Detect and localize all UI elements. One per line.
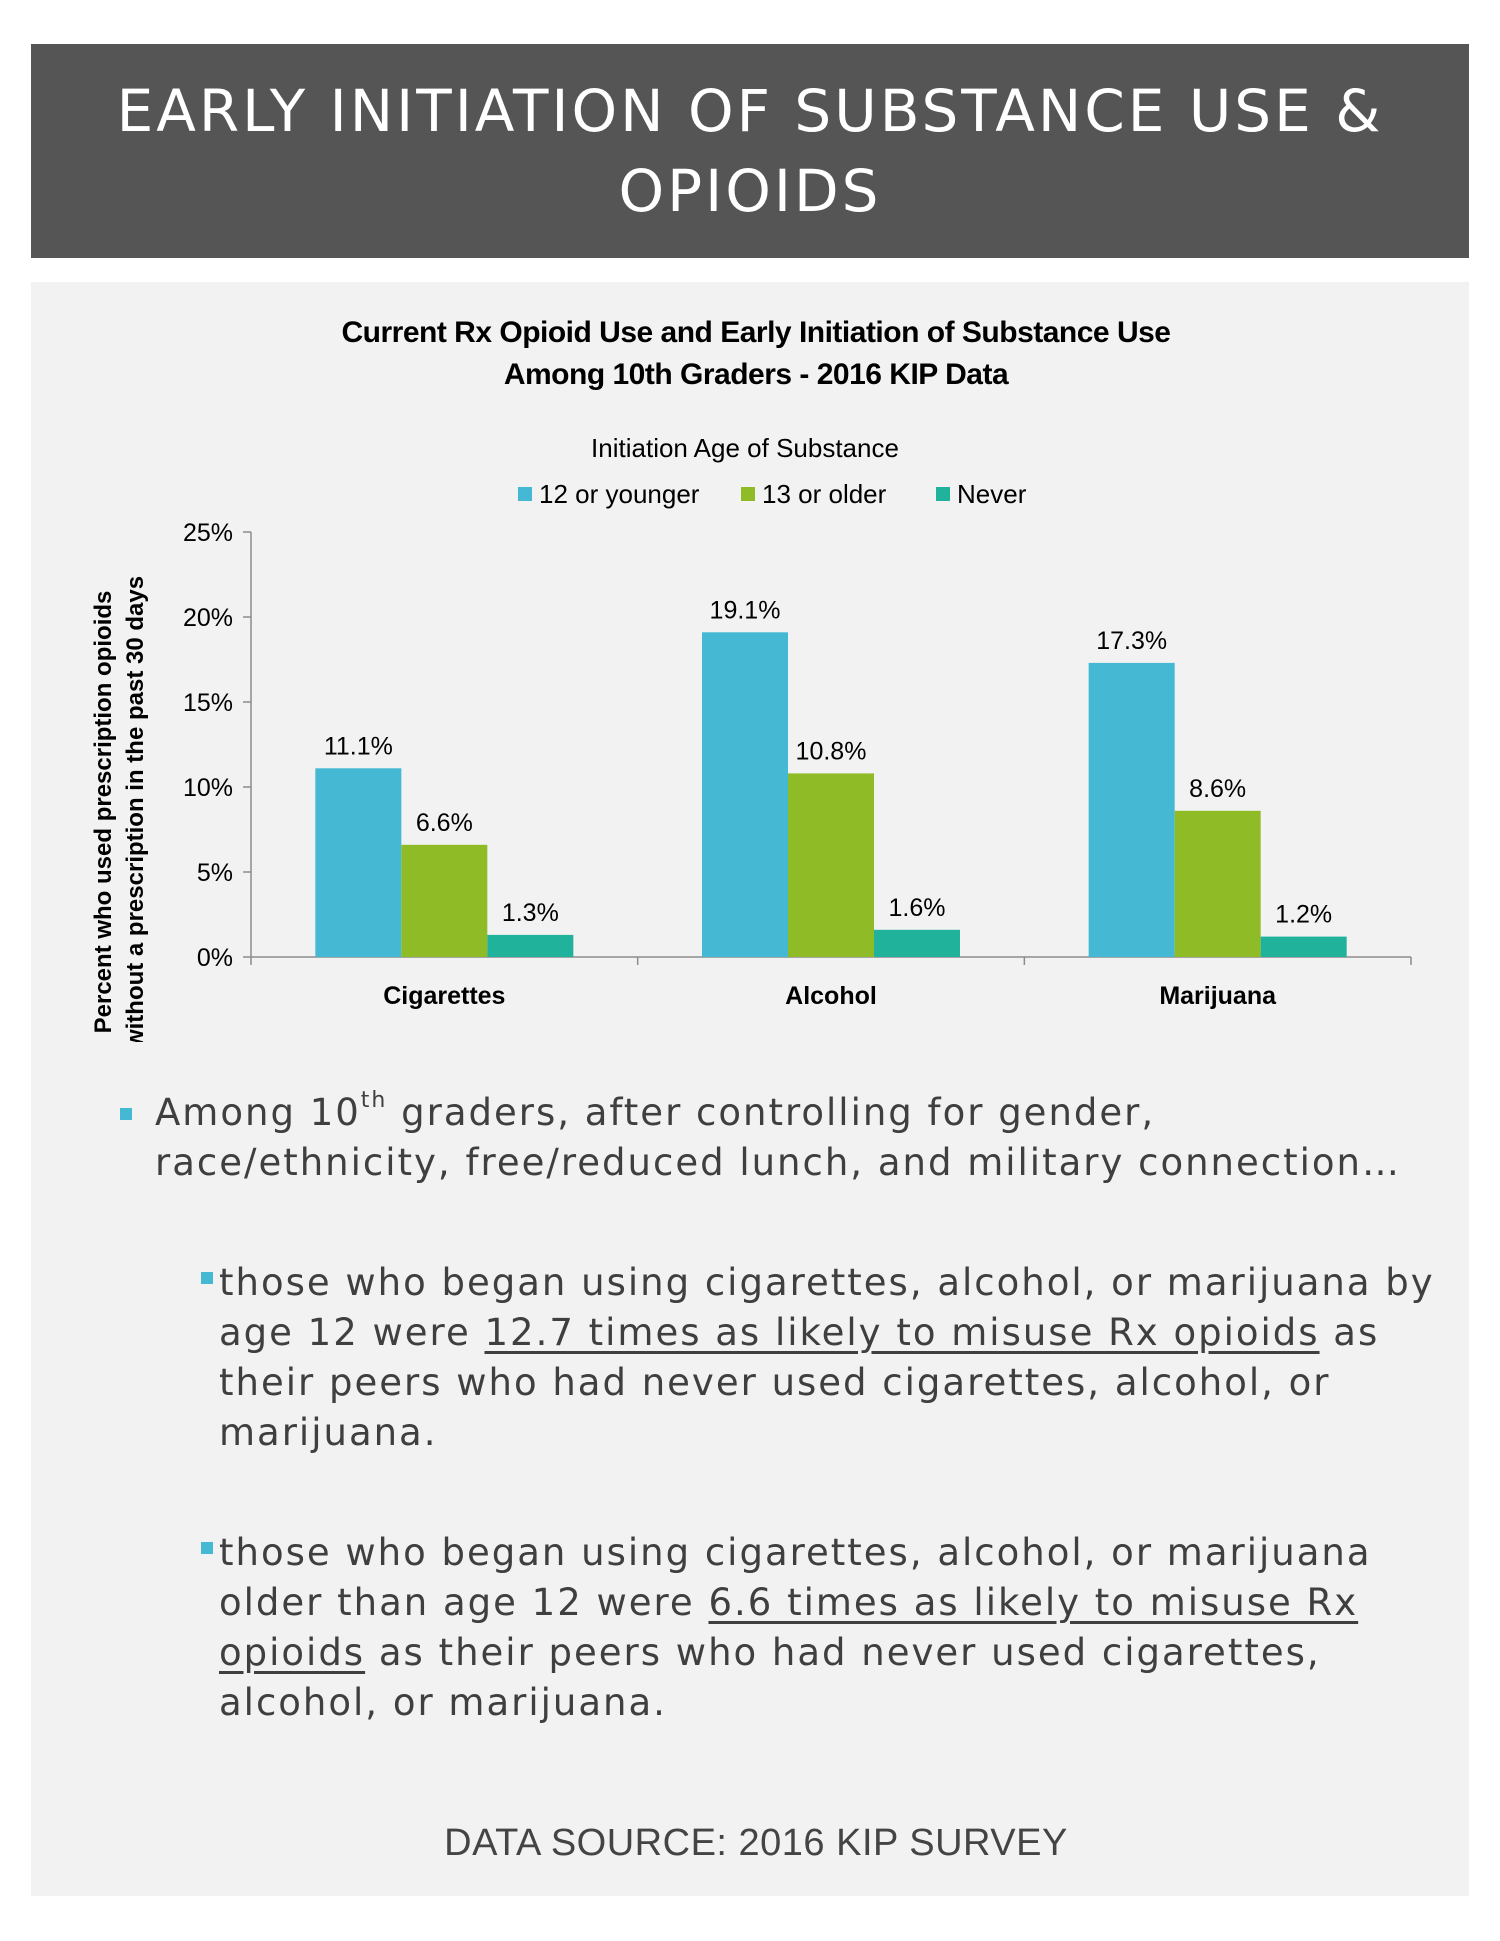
y-tick-label: 10%	[183, 774, 233, 802]
bullet-sub-late-text-end: as their peers who had never used cigare…	[219, 1631, 1321, 1724]
page-title: EARLY INITIATION OF SUBSTANCE USE & OPIO…	[116, 77, 1384, 225]
bullet-sub-early-text-end: as their peers who had never used cigare…	[219, 1311, 1380, 1454]
data-label: 10.8%	[796, 737, 867, 765]
bullet-sub-late-highlight: 6.6 times as likely to misuse Rx opioids	[219, 1581, 1359, 1674]
bar	[1088, 662, 1175, 957]
data-label: 8.6%	[1189, 775, 1246, 803]
chart-title: Current Rx Opioid Use and Early Initiati…	[31, 312, 1481, 396]
y-tick-label: 0%	[197, 944, 233, 972]
legend-title: Initiation Age of Substance	[591, 433, 899, 463]
legend-label: Never	[957, 479, 1027, 509]
y-tick-label: 25%	[183, 519, 233, 547]
y-axis-title-line1: Percent who used prescription opioids	[90, 591, 117, 1034]
ordinal-suffix: th	[360, 1088, 388, 1113]
y-tick-label: 15%	[183, 689, 233, 717]
bar	[1174, 810, 1261, 957]
y-tick-label: 5%	[197, 859, 233, 887]
chart-title-line1: Current Rx Opioid Use and Early Initiati…	[341, 316, 1172, 349]
legend-label: 12 or younger	[539, 479, 700, 509]
findings: Among 10th graders, after controlling fo…	[31, 282, 1469, 1896]
x-tick-label: Marijuana	[1159, 982, 1277, 1010]
legend-swatch	[518, 487, 532, 501]
data-label: 11.1%	[324, 732, 393, 760]
bullet-sub-early-highlight: 12.7 times as likely to misuse Rx opioid…	[484, 1311, 1320, 1354]
bullet-sub-early-text-start: those who began using cigarettes, alcoho…	[219, 1261, 1435, 1354]
legend-swatch	[741, 487, 755, 501]
y-tick-label: 20%	[183, 604, 233, 632]
bar	[702, 632, 788, 957]
bar-chart: Initiation Age of Substance 12 or younger…	[90, 433, 1412, 1042]
bar	[1260, 936, 1347, 957]
bullet-marker-icon	[201, 1542, 213, 1554]
legend-swatch	[936, 487, 950, 501]
bullet-sub-late: those who began using cigarettes, alcoho…	[201, 1528, 1449, 1728]
bar	[874, 929, 960, 957]
bar	[788, 773, 874, 957]
bar	[401, 844, 488, 957]
page-header: EARLY INITIATION OF SUBSTANCE USE & OPIO…	[31, 44, 1469, 258]
legend-label: 13 or older	[762, 479, 887, 509]
data-label: 6.6%	[416, 809, 473, 837]
x-tick-label: Cigarettes	[383, 982, 505, 1010]
data-label: 19.1%	[710, 596, 781, 624]
y-axis-title-line2: without a prescription in the past 30 da…	[122, 576, 149, 1042]
bullet-main-text-end: graders, after controlling for gender, r…	[155, 1091, 1401, 1184]
data-label: 1.3%	[502, 899, 559, 927]
data-label: 1.6%	[889, 894, 946, 922]
data-source: DATA SOURCE: 2016 KIP SURVEY	[444, 1822, 1068, 1864]
bar	[487, 934, 574, 957]
content-panel: Current Rx Opioid Use and Early Initiati…	[31, 282, 1469, 1896]
bullet-marker-icon	[201, 1272, 213, 1284]
bar	[315, 768, 402, 957]
bullet-main: Among 10th graders, after controlling fo…	[120, 1088, 1453, 1188]
data-label: 17.3%	[1096, 627, 1167, 655]
x-tick-label: Alcohol	[785, 982, 877, 1010]
bullet-marker-icon	[120, 1108, 132, 1120]
data-label: 1.2%	[1275, 901, 1332, 929]
chart-title-line2: Among 10th Graders - 2016 KIP Data	[503, 358, 1009, 391]
bullet-sub-early: those who began using cigarettes, alcoho…	[201, 1258, 1449, 1458]
bullet-sub-late-text-start: those who began using cigarettes, alcoho…	[219, 1531, 1372, 1624]
bullet-main-text-start: Among 10	[155, 1091, 361, 1134]
